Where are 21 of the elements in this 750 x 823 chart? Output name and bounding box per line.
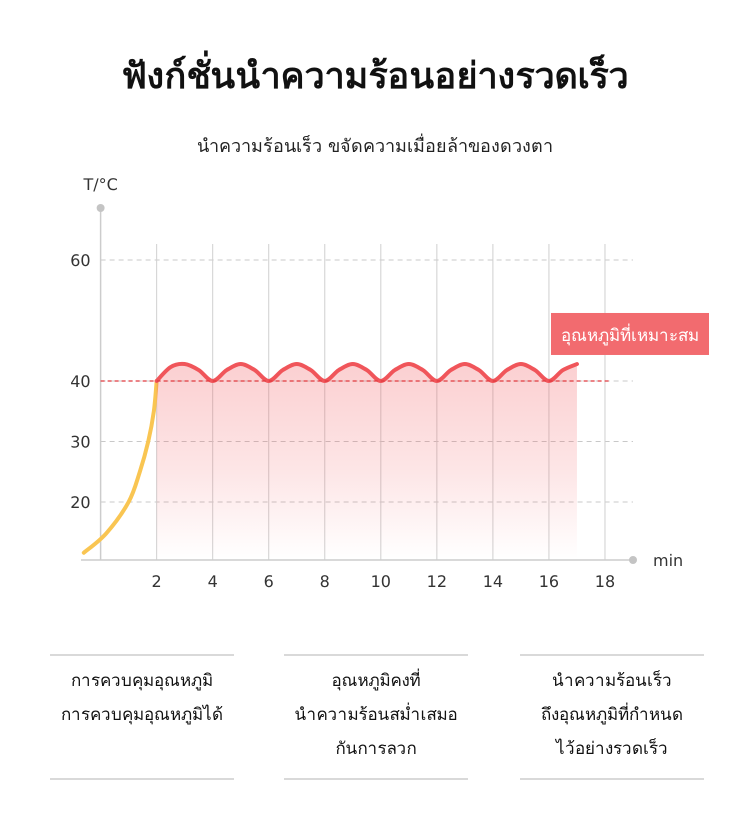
x-tick-label: 14 [482,572,504,591]
y-axis-title: T/°C [82,175,118,194]
y-tick-label: 30 [70,432,91,452]
x-tick-label: 4 [208,572,218,591]
x-tick-label: 10 [370,572,391,591]
x-tick-label: 2 [152,572,162,591]
text: อุณหภูมิคงที่ นำความร้อนสม่ำเสมอ กันการลวก [294,668,458,759]
x-tick-label: 18 [594,572,616,591]
text: นำความร้อนเร็ว ถึงอุณหภูมิที่กำหนด ไว้อย่างรวดเร็ว [541,669,683,759]
x-tick-label: 12 [426,572,448,591]
x-tick-label: 8 [320,572,330,591]
y-tick-label: 20 [70,492,91,512]
y-tick-label: 60 [70,251,91,270]
x-axis-title: min [653,551,684,570]
x-tick-label: 16 [538,572,560,591]
y-tick-label: 40 [70,372,91,391]
x-tick-label: 6 [264,572,274,591]
ref-line-label: อุณหภูมิที่เหมาะสม [561,322,699,346]
text: การควบคุมอุณหภูมิ การควบคุมอุณหภูมิได้ [61,671,223,725]
chart-title: ฟังก์ชั่นนำความร้อนอย่างรวดเร็ว [122,50,628,97]
chart-subtitle: นำความร้อนเร็ว ขจัดความเมื่อยล้าของดวงตา [197,133,553,157]
